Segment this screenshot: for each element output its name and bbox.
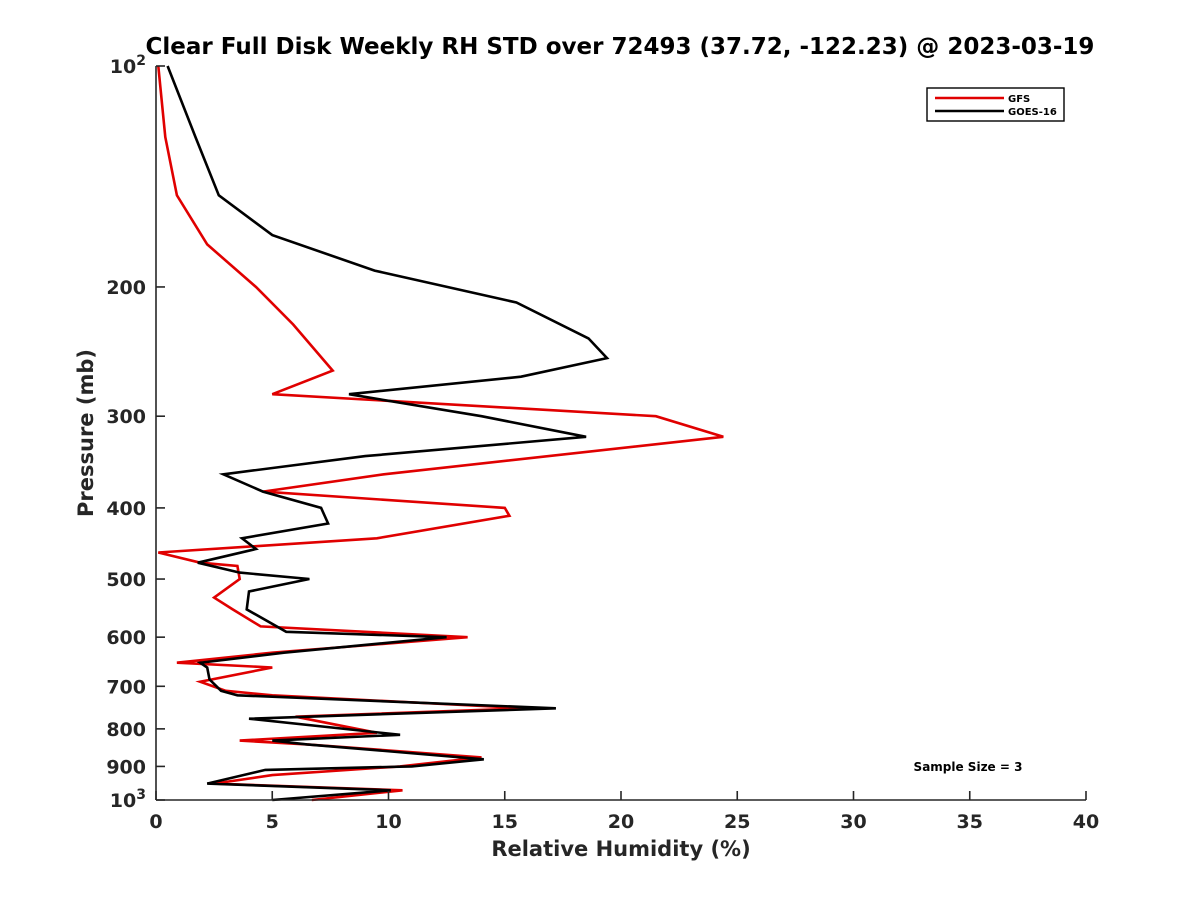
y-tick-label: 900 (106, 756, 146, 778)
x-tick-label: 30 (840, 811, 866, 833)
y-tick-label: 700 (106, 676, 146, 698)
y-tick-label: 500 (106, 569, 146, 591)
y-tick-label: 300 (106, 406, 146, 428)
y-tick-label: 103 (110, 787, 146, 812)
y-tick-label: 800 (106, 719, 146, 741)
x-tick-label: 15 (492, 811, 518, 833)
x-tick-label: 40 (1073, 811, 1099, 833)
y-tick-label: 600 (106, 627, 146, 649)
y-axis-label: Pressure (mb) (74, 349, 98, 517)
y-tick-label: 400 (106, 498, 146, 520)
legend: GFS GOES-16 (926, 87, 1065, 122)
y-ticks: 102 200 300 400 500 600 700 800 900 103 (106, 53, 165, 812)
x-tick-label: 25 (724, 811, 750, 833)
x-tick-label: 20 (608, 811, 634, 833)
sample-size-annotation: Sample Size = 3 (914, 760, 1023, 774)
x-axis-label: Relative Humidity (%) (491, 837, 750, 861)
x-tick-label: 0 (149, 811, 162, 833)
x-tick-label: 10 (375, 811, 401, 833)
series-line-goes-16 (166, 65, 610, 802)
chart-title: Clear Full Disk Weekly RH STD over 72493… (146, 34, 1095, 60)
x-tick-label: 35 (957, 811, 983, 833)
x-ticks: 0 5 10 15 20 25 30 35 40 (149, 791, 1099, 833)
legend-box (926, 87, 1065, 122)
y-tick-label: 200 (106, 277, 146, 299)
y-tick-label: 102 (110, 53, 146, 78)
series-line-gfs (157, 65, 724, 802)
x-tick-label: 5 (266, 811, 279, 833)
plot-lines (157, 65, 724, 802)
legend-entry: GOES-16 (1008, 107, 1057, 118)
legend-entry: GFS (1008, 94, 1030, 105)
